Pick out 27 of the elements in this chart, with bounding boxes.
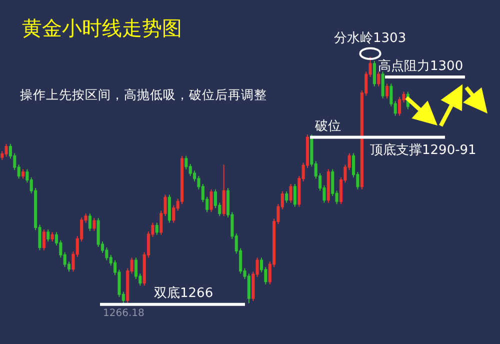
candlestick (21, 168, 25, 180)
ref-line-label: 破位 (314, 119, 341, 134)
candlestick (285, 190, 288, 204)
candlestick (293, 184, 296, 208)
candlestick (289, 184, 292, 204)
candlestick (46, 228, 50, 242)
candlestick (4, 143, 8, 158)
candlestick (168, 194, 171, 224)
candlestick (381, 71, 384, 99)
candlestick (210, 188, 213, 213)
text: 分水岭1303 (334, 31, 406, 46)
candlestick (222, 164, 226, 217)
ref-line-label: 双底1266 (154, 286, 214, 301)
candlestick (377, 71, 380, 87)
text: 操作上先按区间，高抛低吸，破位后再调整 (20, 87, 267, 102)
ref-line-label: 高点阻力1300 (378, 58, 464, 74)
candlestick (88, 212, 92, 232)
candlestick (50, 232, 54, 242)
candlestick (326, 168, 330, 204)
text: 1266.18 (103, 308, 144, 319)
candlestick (372, 60, 376, 87)
annotation: 顶底支撑1290-91 (370, 143, 476, 158)
chart-title: 黄金小时线走势图 (22, 16, 182, 40)
candlestick (155, 222, 158, 236)
candlestick (92, 218, 96, 232)
candlestick (385, 83, 389, 99)
candlestick (42, 228, 46, 251)
